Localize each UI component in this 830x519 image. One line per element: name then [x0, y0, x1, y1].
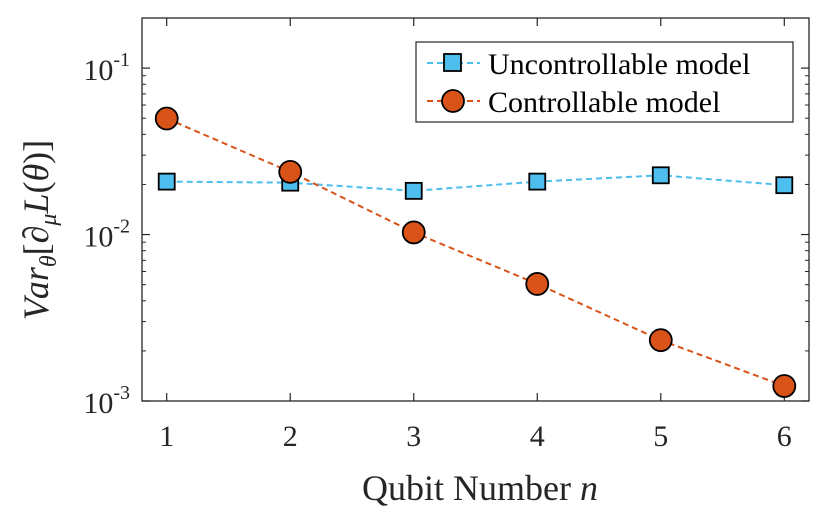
tick-marks [142, 17, 809, 402]
y-axis-label: Varθ[∂μL(θ)] [16, 140, 62, 320]
legend-box [415, 41, 794, 123]
legend-label-uncontrollable: Uncontrollable model [488, 48, 750, 81]
y-tick-labels: 10-1 10-2 10-3 [83, 49, 130, 420]
series-line-uncontrollable [166, 174, 785, 192]
x-tick-label: 6 [777, 420, 792, 453]
series-line-controllable [166, 117, 785, 387]
x-tick-label: 2 [283, 420, 298, 453]
data-point-controllable [772, 374, 797, 398]
data-point-uncontrollable [528, 172, 547, 191]
legend: Uncontrollable model Controllable model [415, 41, 794, 123]
data-point-uncontrollable [404, 181, 423, 200]
x-axis-label: Qubit Number n [362, 468, 598, 508]
legend-circle-marker [441, 89, 465, 113]
x-tick-label: 1 [159, 420, 174, 453]
data-point-controllable [278, 159, 303, 184]
data-point-uncontrollable [651, 166, 670, 185]
y-tick-label: 10-3 [83, 382, 130, 420]
x-tick-label: 5 [653, 420, 668, 453]
x-tick-label: 3 [406, 420, 421, 453]
data-point-controllable [401, 220, 426, 245]
legend-entry-controllable: Controllable model [427, 86, 720, 119]
data-point-controllable [154, 106, 179, 131]
legend-entry-uncontrollable: Uncontrollable model [427, 48, 750, 81]
legend-square-marker [443, 53, 462, 72]
data-point-controllable [525, 272, 550, 296]
legend-label-controllable: Controllable model [488, 86, 720, 119]
series-layer [154, 106, 797, 398]
data-point-controllable [648, 328, 673, 353]
y-tick-label: 10-2 [83, 216, 130, 254]
data-point-uncontrollable [157, 172, 176, 191]
y-tick-label: 10-1 [83, 49, 130, 87]
x-tick-label: 4 [530, 420, 545, 453]
x-tick-labels: 1 2 3 4 5 6 [159, 420, 792, 453]
data-point-uncontrollable [775, 176, 794, 195]
